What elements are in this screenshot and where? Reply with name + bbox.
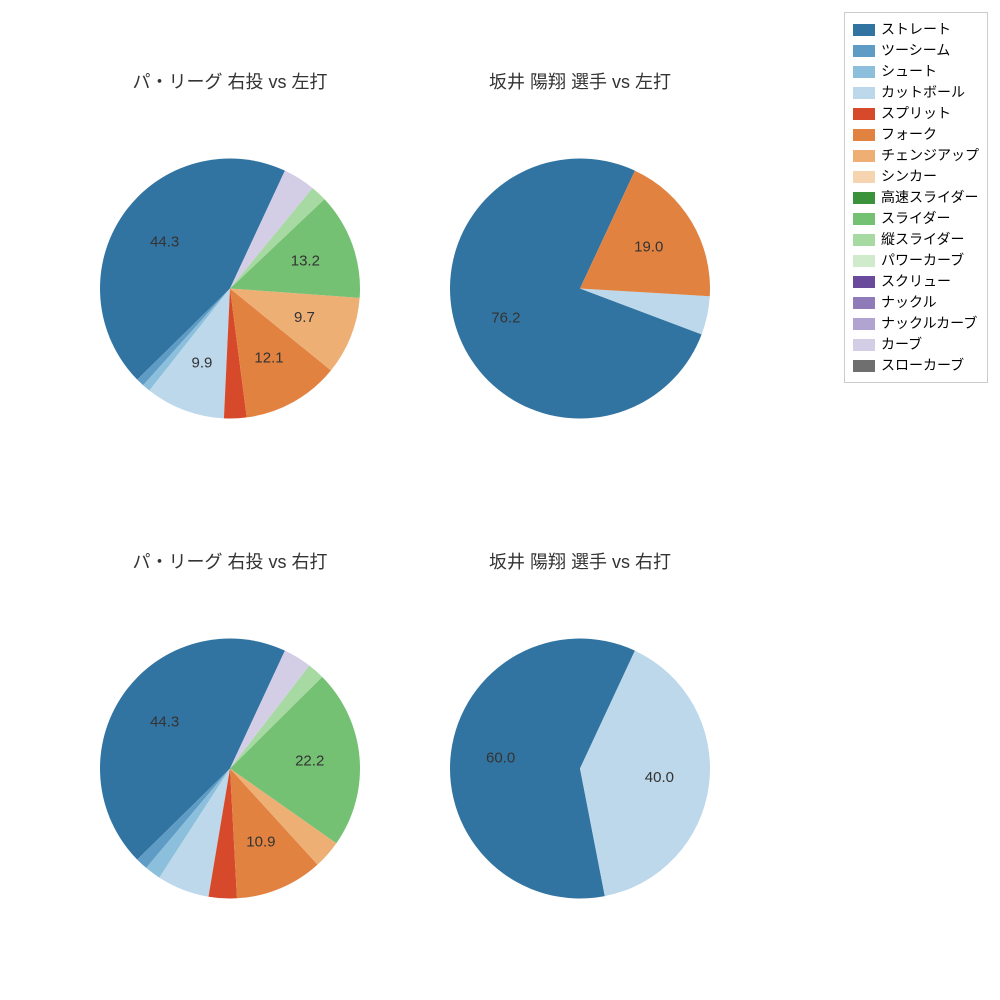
- panel-title: パ・リーグ 右投 vs 左打: [60, 68, 400, 94]
- chart-panel: 坂井 陽翔 選手 vs 左打 76.2 19.0: [410, 60, 750, 480]
- legend-item: スクリュー: [853, 271, 979, 292]
- legend-item: シュート: [853, 61, 979, 82]
- legend-label: カーブ: [881, 334, 922, 355]
- legend-swatch: [853, 24, 875, 36]
- panel-title: パ・リーグ 右投 vs 右打: [60, 548, 400, 574]
- legend-label: ストレート: [881, 19, 951, 40]
- legend: ストレートツーシームシュートカットボールスプリットフォークチェンジアップシンカー…: [844, 12, 988, 383]
- chart-panel: 坂井 陽翔 選手 vs 右打 60.0 40.0: [410, 540, 750, 960]
- slice-value-label: 12.1: [254, 349, 283, 366]
- legend-item: ナックル: [853, 292, 979, 313]
- legend-swatch: [853, 45, 875, 57]
- legend-label: スローカーブ: [881, 355, 964, 376]
- legend-item: スライダー: [853, 208, 979, 229]
- slice-value-label: 44.3: [150, 233, 179, 250]
- slice-value-label: 44.3: [150, 713, 179, 730]
- legend-swatch: [853, 87, 875, 99]
- legend-swatch: [853, 360, 875, 372]
- legend-swatch: [853, 66, 875, 78]
- legend-swatch: [853, 171, 875, 183]
- legend-swatch: [853, 192, 875, 204]
- legend-item: ナックルカーブ: [853, 313, 979, 334]
- legend-label: フォーク: [881, 124, 937, 145]
- slice-value-label: 9.9: [192, 354, 213, 371]
- legend-swatch: [853, 234, 875, 246]
- panel-title: 坂井 陽翔 選手 vs 右打: [410, 548, 750, 574]
- legend-label: 縦スライダー: [881, 229, 964, 250]
- slice-value-label: 9.7: [294, 309, 315, 326]
- legend-label: ナックル: [881, 292, 937, 313]
- legend-label: スライダー: [881, 208, 950, 229]
- legend-label: シュート: [881, 61, 937, 82]
- legend-item: カーブ: [853, 334, 979, 355]
- legend-item: パワーカーブ: [853, 250, 979, 271]
- slice-value-label: 22.2: [295, 753, 324, 770]
- legend-swatch: [853, 339, 875, 351]
- legend-label: ツーシーム: [881, 40, 950, 61]
- legend-label: チェンジアップ: [881, 145, 979, 166]
- legend-swatch: [853, 318, 875, 330]
- legend-swatch: [853, 276, 875, 288]
- legend-item: スプリット: [853, 103, 979, 124]
- legend-swatch: [853, 255, 875, 267]
- chart-panel: パ・リーグ 右投 vs 左打 44.3 9.9 12.1 9.7 13.2: [60, 60, 400, 480]
- legend-item: チェンジアップ: [853, 145, 979, 166]
- panel-title: 坂井 陽翔 選手 vs 左打: [410, 68, 750, 94]
- legend-item: シンカー: [853, 166, 979, 187]
- legend-item: 縦スライダー: [853, 229, 979, 250]
- legend-item: フォーク: [853, 124, 979, 145]
- legend-label: スクリュー: [881, 271, 951, 292]
- pie-chart: 76.2 19.0: [430, 139, 730, 444]
- legend-label: ナックルカーブ: [881, 313, 977, 334]
- pie-chart: 60.0 40.0: [430, 619, 730, 924]
- legend-label: シンカー: [881, 166, 937, 187]
- legend-swatch: [853, 129, 875, 141]
- slice-value-label: 10.9: [246, 833, 275, 850]
- legend-item: 高速スライダー: [853, 187, 979, 208]
- legend-item: ストレート: [853, 19, 979, 40]
- legend-item: スローカーブ: [853, 355, 979, 376]
- slice-value-label: 19.0: [634, 239, 663, 256]
- legend-item: ツーシーム: [853, 40, 979, 61]
- pie-chart: 44.3 10.9 22.2: [80, 619, 380, 924]
- legend-label: 高速スライダー: [881, 187, 978, 208]
- chart-grid: パ・リーグ 右投 vs 左打 44.3 9.9 12.1 9.7 13.2 坂井 陽翔 選手…: [0, 0, 780, 1000]
- legend-swatch: [853, 297, 875, 309]
- legend-label: パワーカーブ: [881, 250, 964, 271]
- pie-chart: 44.3 9.9 12.1 9.7 13.2: [80, 139, 380, 444]
- legend-swatch: [853, 108, 875, 120]
- legend-label: スプリット: [881, 103, 951, 124]
- legend-swatch: [853, 150, 875, 162]
- slice-value-label: 40.0: [645, 769, 674, 786]
- legend-item: カットボール: [853, 82, 979, 103]
- slice-value-label: 13.2: [291, 253, 320, 270]
- slice-value-label: 60.0: [486, 750, 515, 767]
- legend-label: カットボール: [881, 82, 965, 103]
- slice-value-label: 76.2: [491, 310, 520, 327]
- legend-swatch: [853, 213, 875, 225]
- chart-panel: パ・リーグ 右投 vs 右打 44.3 10.9 22.2: [60, 540, 400, 960]
